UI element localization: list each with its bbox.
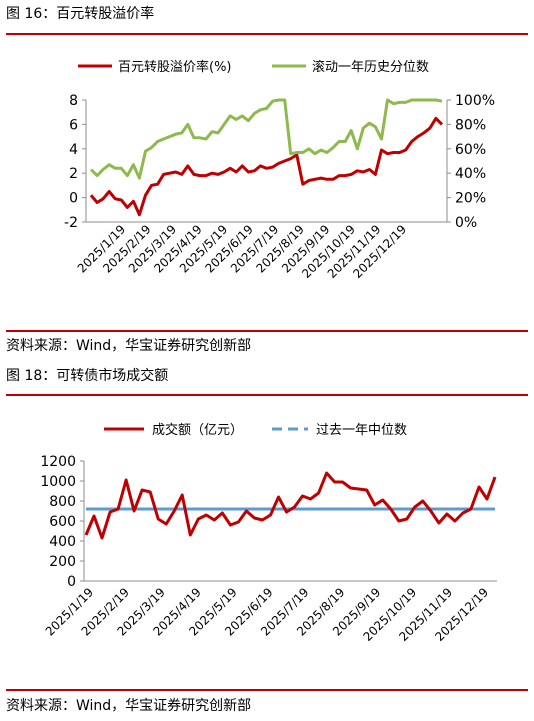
- premium-rate-chart: 百元转股溢价率(%) 滚动一年历史分位数-2024680%20%40%60%80%…: [64, 59, 495, 281]
- y-tick-label: 1000: [40, 474, 76, 490]
- y-tick-label: 400: [49, 534, 76, 550]
- y-tick-label: 1200: [40, 454, 76, 470]
- figure-18-source: 资料来源：Wind，华宝证券研究创新部: [6, 698, 252, 714]
- series-line-1: [89, 98, 443, 180]
- left-tick-label: -2: [64, 215, 78, 231]
- figure-18-top-rule: [6, 394, 528, 396]
- right-tick-label: 0%: [455, 215, 477, 231]
- right-tick-label: 100%: [455, 93, 495, 109]
- legend-label-1: 过去一年中位数: [316, 423, 407, 438]
- y-tick-label: 800: [49, 494, 76, 510]
- figure-16-bottom-rule: [6, 330, 528, 332]
- y-tick-label: 600: [49, 514, 76, 530]
- series-line-0: [84, 471, 497, 540]
- right-tick-label: 20%: [455, 191, 486, 207]
- y-tick-label: 0: [67, 574, 76, 590]
- left-tick-label: 4: [69, 142, 78, 158]
- turnover-chart: 成交额（亿元） 过去一年中位数0200400600800100012002025/…: [40, 422, 497, 644]
- y-tick-label: 200: [49, 554, 76, 570]
- left-tick-label: 0: [69, 191, 78, 207]
- right-tick-label: 80%: [455, 117, 486, 133]
- right-tick-label: 40%: [455, 166, 486, 182]
- series-line-0: [89, 116, 444, 217]
- left-tick-label: 6: [69, 117, 78, 133]
- figure-16-title: 图 16：百元转股溢价率: [6, 6, 155, 22]
- figure-18-bottom-rule: [6, 689, 528, 691]
- figure-18-title: 图 18：可转债市场成交额: [6, 368, 169, 384]
- legend-label-1: 滚动一年历史分位数: [312, 59, 429, 75]
- legend-label-0: 成交额（亿元）: [152, 422, 243, 438]
- left-tick-label: 2: [69, 166, 78, 182]
- legend-label-0: 百元转股溢价率(%): [118, 59, 232, 75]
- figure-16-top-rule: [6, 33, 528, 35]
- left-tick-label: 8: [69, 93, 78, 109]
- right-tick-label: 60%: [455, 142, 486, 158]
- figure-16-source: 资料来源：Wind，华宝证券研究创新部: [6, 338, 252, 354]
